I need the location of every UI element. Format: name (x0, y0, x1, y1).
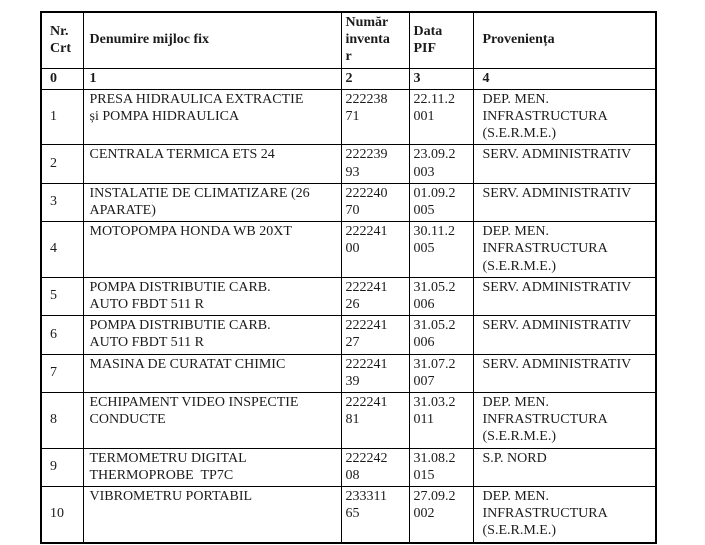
column-index-row: 0 1 2 3 4 (40, 67, 657, 90)
header-data-pif: Data PIF (408, 11, 474, 69)
table-row: 3 INSTALATIE DE CLIMATIZARE (26 APARATE)… (40, 182, 657, 223)
cell-numar-inventar: 22224139 (340, 353, 410, 394)
cell-data-pif: 23.09.2003 (408, 144, 474, 184)
cell-data-pif: 22.11.2001 (408, 88, 474, 146)
cell-numar-inventar: 22223871 (340, 88, 410, 146)
table-row: 1 PRESA HIDRAULICA EXTRACTIE și POMPA HI… (40, 88, 657, 146)
table-row: 6 POMPA DISTRIBUTIE CARB. AUTO FBDT 511 … (40, 315, 657, 355)
table-row: 8 ECHIPAMENT VIDEO INSPECTIE CONDUCTE 22… (40, 392, 657, 449)
cell-denumire: CENTRALA TERMICA ETS 24 (82, 144, 342, 184)
cell-provenienta: DEP. MEN. INFRASTRUCTURA (S.E.R.M.E.) (472, 221, 657, 278)
cell-data-pif: 01.09.2005 (408, 182, 474, 223)
index-cell-0: 0 (40, 67, 84, 90)
cell-provenienta: DEP. MEN. INFRASTRUCTURA (S.E.R.M.E.) (472, 392, 657, 449)
cell-nr: 5 (40, 276, 84, 317)
cell-numar-inventar: 22223993 (340, 144, 410, 184)
cell-nr: 8 (40, 392, 84, 449)
cell-denumire: POMPA DISTRIBUTIE CARB. AUTO FBDT 511 R (82, 315, 342, 355)
cell-denumire: PRESA HIDRAULICA EXTRACTIE și POMPA HIDR… (82, 88, 342, 146)
cell-denumire: POMPA DISTRIBUTIE CARB. AUTO FBDT 511 R (82, 276, 342, 317)
header-nr-crt: Nr. Crt (40, 11, 84, 69)
table-row: 7 MASINA DE CURATAT CHIMIC 22224139 31.0… (40, 353, 657, 394)
cell-provenienta: DEP. MEN. INFRASTRUCTURA (S.E.R.M.E.) (472, 88, 657, 146)
table-row: 5 POMPA DISTRIBUTIE CARB. AUTO FBDT 511 … (40, 276, 657, 317)
table-row: 2 CENTRALA TERMICA ETS 24 22223993 23.09… (40, 144, 657, 184)
index-cell-4: 4 (472, 67, 657, 90)
cell-provenienta: DEP. MEN. INFRASTRUCTURA (S.E.R.M.E.) (472, 486, 657, 544)
cell-provenienta: S.P. NORD (472, 447, 657, 488)
cell-nr: 3 (40, 182, 84, 223)
cell-provenienta: SERV. ADMINISTRATIV (472, 276, 657, 317)
table-row: 10 VIBROMETRU PORTABIL 23331165 27.09.20… (40, 486, 657, 544)
table-row: 9 TERMOMETRU DIGITAL THERMOPROBE TP7C 22… (40, 447, 657, 488)
header-row: Nr. Crt Denumire mijloc fix Număr invent… (40, 11, 657, 69)
cell-provenienta: SERV. ADMINISTRATIV (472, 144, 657, 184)
cell-denumire: TERMOMETRU DIGITAL THERMOPROBE TP7C (82, 447, 342, 488)
cell-nr: 4 (40, 221, 84, 278)
cell-denumire: INSTALATIE DE CLIMATIZARE (26 APARATE) (82, 182, 342, 223)
cell-denumire: MOTOPOMPA HONDA WB 20XT (82, 221, 342, 278)
cell-provenienta: SERV. ADMINISTRATIV (472, 353, 657, 394)
header-numar-inventar: Număr inventar (340, 11, 410, 69)
header-denumire: Denumire mijloc fix (82, 11, 342, 69)
cell-provenienta: SERV. ADMINISTRATIV (472, 315, 657, 355)
table-row: 4 MOTOPOMPA HONDA WB 20XT 22224100 30.11… (40, 221, 657, 278)
header-provenienta: Proveniența (472, 11, 657, 69)
cell-numar-inventar: 22224127 (340, 315, 410, 355)
cell-nr: 7 (40, 353, 84, 394)
cell-data-pif: 31.07.2007 (408, 353, 474, 394)
cell-nr: 1 (40, 88, 84, 146)
cell-numar-inventar: 22224208 (340, 447, 410, 488)
cell-nr: 9 (40, 447, 84, 488)
cell-nr: 2 (40, 144, 84, 184)
cell-numar-inventar: 22224100 (340, 221, 410, 278)
cell-nr: 10 (40, 486, 84, 544)
cell-provenienta: SERV. ADMINISTRATIV (472, 182, 657, 223)
cell-data-pif: 31.05.2006 (408, 315, 474, 355)
cell-nr: 6 (40, 315, 84, 355)
cell-numar-inventar: 22224070 (340, 182, 410, 223)
cell-data-pif: 31.05.2006 (408, 276, 474, 317)
index-cell-2: 2 (340, 67, 410, 90)
cell-numar-inventar: 23331165 (340, 486, 410, 544)
cell-data-pif: 31.08.2015 (408, 447, 474, 488)
cell-data-pif: 30.11.2005 (408, 221, 474, 278)
cell-numar-inventar: 22224181 (340, 392, 410, 449)
cell-denumire: MASINA DE CURATAT CHIMIC (82, 353, 342, 394)
index-cell-3: 3 (408, 67, 474, 90)
cell-data-pif: 27.09.2002 (408, 486, 474, 544)
cell-numar-inventar: 22224126 (340, 276, 410, 317)
index-cell-1: 1 (82, 67, 342, 90)
cell-denumire: ECHIPAMENT VIDEO INSPECTIE CONDUCTE (82, 392, 342, 449)
fixed-assets-table: Nr. Crt Denumire mijloc fix Număr invent… (40, 11, 657, 544)
cell-denumire: VIBROMETRU PORTABIL (82, 486, 342, 544)
cell-data-pif: 31.03.2011 (408, 392, 474, 449)
